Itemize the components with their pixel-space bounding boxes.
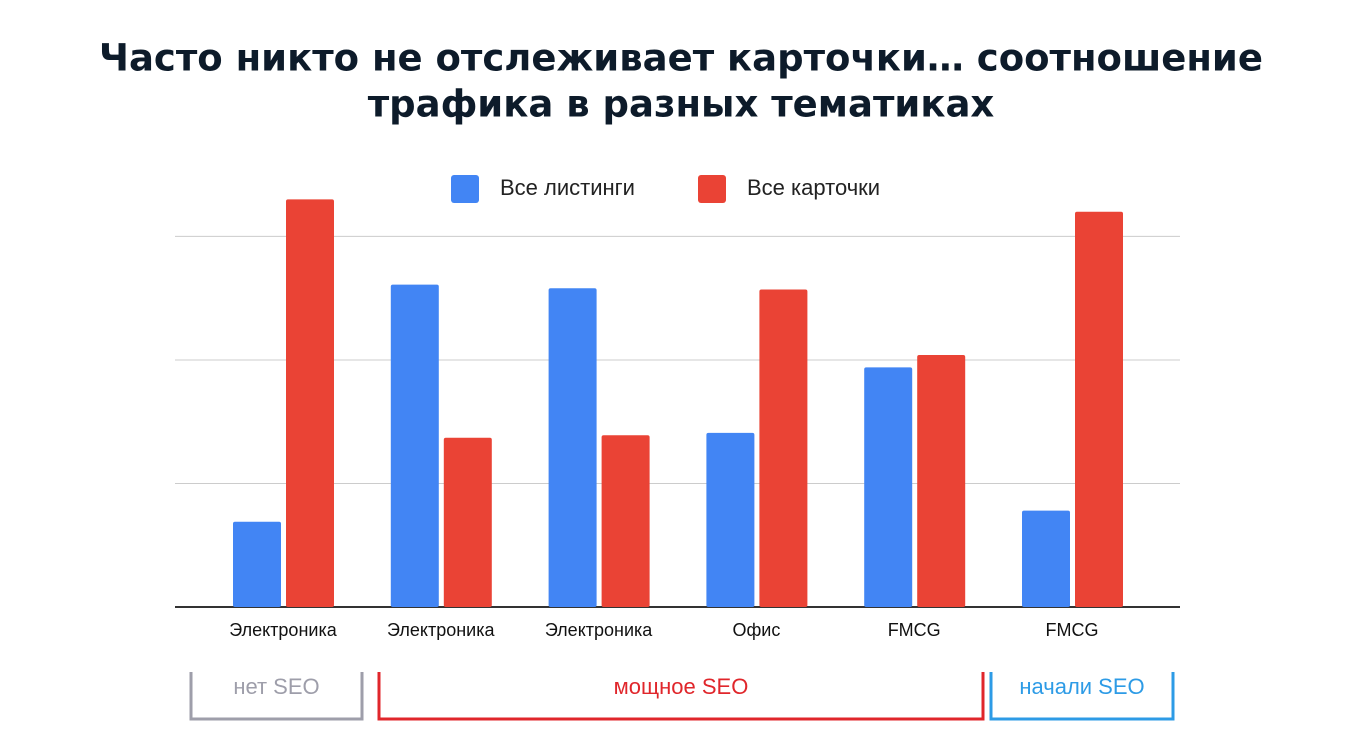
chart-title: Часто никто не отслеживает карточки… соо…	[99, 37, 1263, 80]
bar	[390, 284, 439, 607]
legend-swatch	[451, 175, 479, 203]
bar	[548, 288, 597, 607]
group-label: нет SEO	[233, 674, 319, 699]
group-bracket	[377, 672, 985, 721]
legend-label: Все листинги	[500, 175, 635, 200]
group-label: начали SEO	[1019, 674, 1144, 699]
x-tick-label: Электроника	[545, 620, 653, 640]
bar	[233, 521, 281, 607]
legend-label: Все карточки	[747, 175, 880, 200]
x-tick-label: Электроника	[229, 620, 337, 640]
legend-swatch	[698, 175, 726, 203]
bar	[601, 435, 650, 607]
x-tick-label: Офис	[732, 620, 780, 640]
group-bracket	[989, 672, 1175, 721]
bar	[443, 437, 492, 607]
chart-title: трафика в разных тематиках	[368, 83, 995, 126]
bar	[917, 355, 966, 607]
x-tick-label: FMCG	[1046, 620, 1099, 640]
bar	[1022, 510, 1070, 607]
bar	[759, 289, 808, 607]
bar	[286, 199, 334, 607]
x-tick-label: Электроника	[387, 620, 495, 640]
bar	[706, 432, 755, 607]
bar	[1075, 211, 1123, 608]
group-bracket	[189, 672, 364, 721]
bar	[864, 367, 913, 607]
x-tick-label: FMCG	[888, 620, 941, 640]
group-label: мощное SEO	[614, 674, 749, 699]
